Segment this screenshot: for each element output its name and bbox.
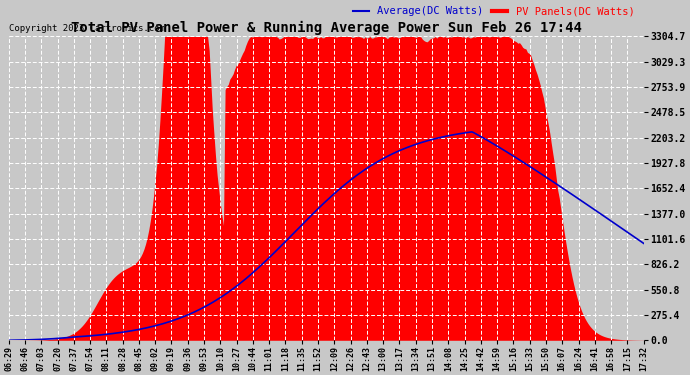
Title: Total PV Panel Power & Running Average Power Sun Feb 26 17:44: Total PV Panel Power & Running Average P… (70, 21, 582, 35)
Text: Copyright 2023 Cartronics.com: Copyright 2023 Cartronics.com (9, 24, 164, 33)
Legend: Average(DC Watts), PV Panels(DC Watts): Average(DC Watts), PV Panels(DC Watts) (349, 2, 638, 21)
